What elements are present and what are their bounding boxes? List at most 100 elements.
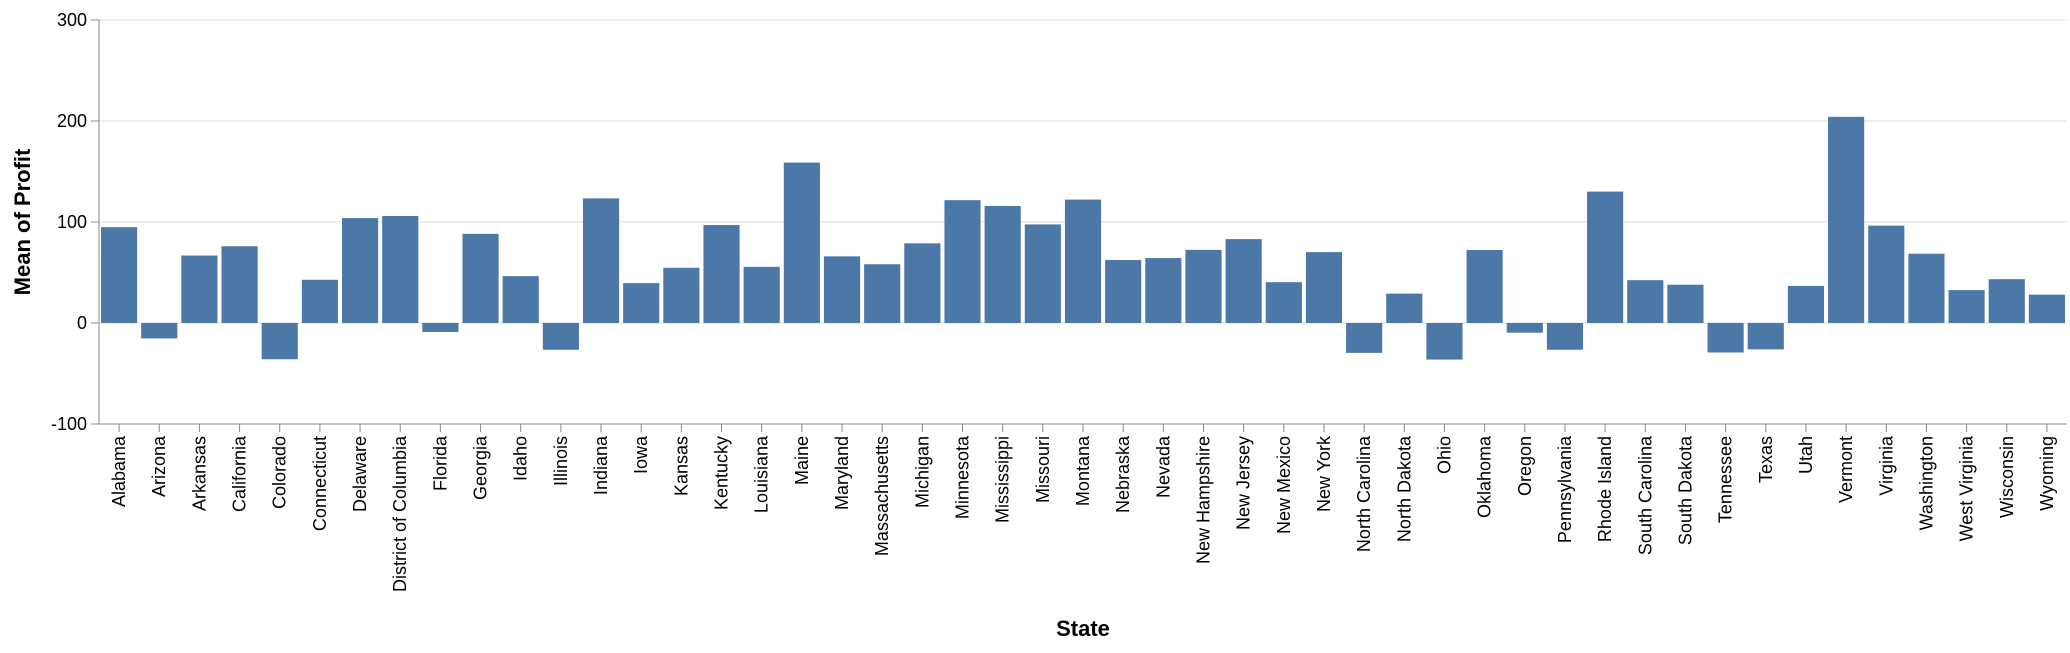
x-tick-label: New Mexico: [1274, 436, 1294, 534]
bar-missouri: [1024, 224, 1061, 323]
x-tick-label: Idaho: [511, 436, 531, 481]
x-tick-label: Connecticut: [310, 436, 330, 531]
bar-massachusetts: [864, 264, 901, 323]
bar-arkansas: [181, 255, 218, 323]
bar-kentucky: [703, 225, 740, 323]
x-tick-label: Wyoming: [2037, 436, 2057, 511]
x-tick-label: Missouri: [1033, 436, 1053, 503]
x-tick-label: West Virginia: [1957, 435, 1977, 541]
bar-arizona: [141, 323, 178, 339]
bar-connecticut: [301, 279, 338, 323]
x-tick-label: Wisconsin: [1997, 436, 2017, 518]
x-tick-label: Oregon: [1515, 436, 1535, 496]
x-tick-label: Indiana: [591, 435, 611, 495]
bar-rhode-island: [1587, 191, 1624, 323]
bar-oregon: [1506, 323, 1543, 333]
x-tick-label: Rhode Island: [1595, 436, 1615, 542]
bar-washington: [1908, 253, 1945, 323]
bar-wisconsin: [1988, 279, 2025, 323]
y-tick-label: 200: [57, 111, 87, 131]
x-tick-label: North Carolina: [1354, 435, 1374, 552]
x-tick-label: Texas: [1756, 436, 1776, 483]
bar-mississippi: [984, 205, 1021, 323]
x-axis-title: State: [1056, 616, 1110, 641]
bar-pennsylvania: [1546, 323, 1584, 350]
x-tick-label: Vermont: [1836, 436, 1856, 503]
x-tick-label: Arkansas: [189, 436, 209, 511]
bar-california: [221, 246, 258, 323]
x-tick-label: Arizona: [149, 435, 169, 497]
bar-south-carolina: [1627, 280, 1664, 323]
x-tick-label: Virginia: [1876, 435, 1896, 496]
bar-west-virginia: [1948, 290, 1985, 323]
bar-new-mexico: [1265, 282, 1302, 323]
x-tick-labels: Alabama Arizona Arkansas California Colorado…: [109, 435, 2057, 592]
bar-louisiana: [743, 266, 780, 323]
axes: [91, 19, 2067, 432]
y-axis-title: Mean of Profit: [10, 148, 35, 295]
bar-nebraska: [1105, 259, 1142, 323]
bar-wyoming: [2028, 294, 2065, 323]
bar-new-hampshire: [1185, 249, 1222, 323]
x-tick-label: Kentucky: [712, 436, 732, 510]
bar-maine: [783, 162, 820, 323]
y-tick-label: 100: [57, 212, 87, 232]
x-tick-label: Michigan: [912, 436, 932, 508]
x-tick-label: Nevada: [1153, 435, 1173, 498]
x-tick-label: Tennessee: [1716, 436, 1736, 523]
bar-new-jersey: [1225, 239, 1262, 323]
x-tick-label: Massachusetts: [872, 436, 892, 556]
x-tick-label: Ohio: [1434, 436, 1454, 474]
x-tick-label: Mississippi: [993, 436, 1013, 523]
x-tick-label: Iowa: [631, 435, 651, 474]
x-tick-label: North Dakota: [1394, 435, 1414, 542]
bar-nevada: [1145, 258, 1182, 323]
x-tick-label: Louisiana: [752, 435, 772, 513]
bar-minnesota: [944, 200, 981, 323]
x-tick-label: Pennsylvania: [1555, 435, 1575, 543]
bars: [101, 116, 2065, 360]
bar-new-york: [1305, 252, 1343, 323]
x-tick-label: South Dakota: [1675, 435, 1695, 545]
x-tick-label: Nebraska: [1113, 435, 1133, 513]
x-tick-label: Minnesota: [953, 435, 973, 519]
x-tick-label: District of Columbia: [390, 435, 410, 592]
x-tick-label: New Jersey: [1234, 436, 1254, 530]
bar-ohio: [1426, 323, 1463, 360]
bar-virginia: [1868, 225, 1905, 323]
y-tick-label: -100: [51, 414, 87, 434]
bar-georgia: [462, 233, 499, 323]
bar-illinois: [542, 323, 579, 350]
bar-north-dakota: [1386, 293, 1423, 323]
x-tick-label: California: [230, 435, 250, 512]
bar-montana: [1064, 199, 1102, 323]
bar-tennessee: [1707, 323, 1744, 353]
bar-alabama: [101, 227, 138, 323]
bar-delaware: [341, 218, 379, 323]
bar-utah: [1787, 285, 1825, 323]
bar-michigan: [904, 243, 941, 323]
x-tick-label: Utah: [1796, 436, 1816, 474]
x-tick-label: Alabama: [109, 435, 129, 507]
bar-south-dakota: [1667, 284, 1704, 323]
x-tick-label: Montana: [1073, 435, 1093, 506]
bar-colorado: [261, 323, 298, 360]
y-tick-label: 0: [77, 313, 87, 333]
x-tick-label: Colorado: [270, 436, 290, 509]
x-tick-label: Washington: [1916, 436, 1936, 530]
bar-kansas: [663, 267, 700, 323]
x-tick-label: Florida: [430, 435, 450, 491]
bar-vermont: [1828, 116, 1865, 323]
bar-iowa: [623, 283, 660, 323]
bar-oklahoma: [1466, 249, 1503, 323]
x-tick-label: New York: [1314, 435, 1334, 512]
x-tick-label: South Carolina: [1635, 435, 1655, 555]
x-tick-label: Illinois: [551, 436, 571, 486]
bar-indiana: [582, 198, 620, 323]
bar-florida: [422, 323, 459, 332]
x-tick-label: Kansas: [671, 436, 691, 496]
y-tick-label: 300: [57, 10, 87, 30]
x-tick-label: Georgia: [471, 435, 491, 500]
